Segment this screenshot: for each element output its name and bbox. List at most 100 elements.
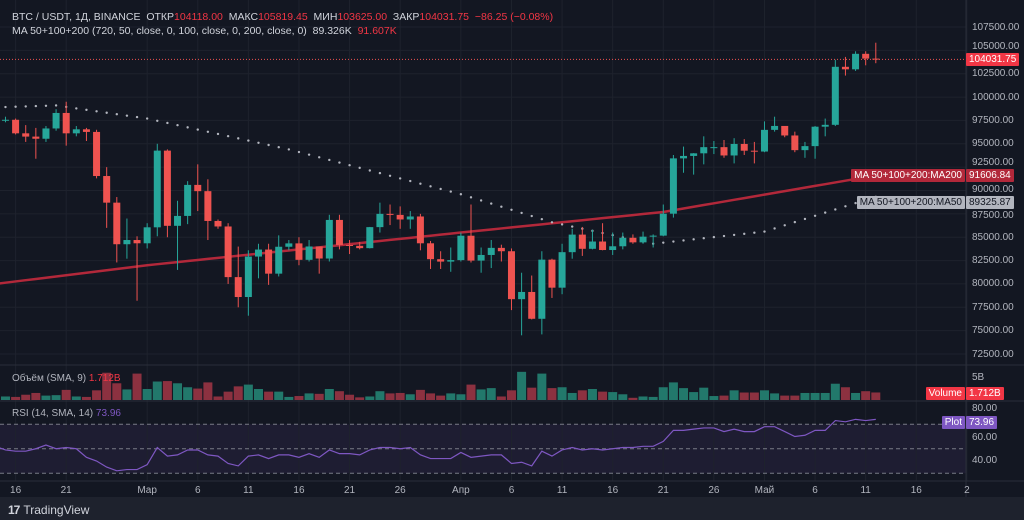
ma50-point — [267, 143, 270, 147]
candle-body — [32, 136, 40, 139]
candle-body — [305, 246, 313, 260]
rsi-legend[interactable]: RSI (14, SMA, 14) 73.96 — [12, 408, 121, 419]
ma50-point — [662, 241, 665, 244]
ma50-point — [237, 137, 240, 140]
volume-legend[interactable]: Объём (SMA, 9) 1.712B — [12, 373, 121, 384]
volume-bar — [436, 395, 446, 400]
ma50-point — [763, 230, 766, 233]
price-tick-label: 87500.00 — [972, 210, 1014, 221]
ma50-point — [692, 238, 695, 241]
ma50-point — [226, 134, 230, 138]
ma50-point — [834, 208, 837, 211]
volume-bar — [213, 396, 223, 400]
candle-body — [416, 216, 424, 244]
volume-bar — [0, 396, 10, 400]
candle-body — [599, 241, 607, 251]
volume-bar — [679, 388, 689, 400]
candle-body — [366, 227, 374, 249]
candle-body — [12, 119, 20, 134]
candle-body — [447, 260, 455, 262]
volume-bar — [840, 387, 850, 400]
ma50-point — [348, 164, 351, 167]
candle-body — [821, 124, 829, 127]
price-tick-label: 97500.00 — [972, 114, 1014, 126]
volume-bar — [324, 389, 334, 400]
candle-body — [750, 150, 758, 152]
symbol-name[interactable]: BTC / USDT, 1Д, BINANCE — [12, 11, 141, 23]
ma50-point — [125, 114, 129, 117]
ma50-point — [712, 235, 716, 239]
volume-bar — [628, 397, 638, 400]
ma50-point — [540, 217, 544, 221]
ma50-point — [732, 233, 736, 237]
candle-body — [760, 129, 768, 152]
price-tick-label: 92500.00 — [972, 157, 1014, 168]
ma50-point — [176, 123, 179, 127]
ma50-point — [722, 234, 726, 238]
candle-body — [224, 226, 232, 278]
close-label: ЗАКР — [392, 11, 420, 23]
candle-body — [649, 235, 657, 237]
ma50-point — [550, 221, 554, 224]
volume-legend-value: 1.712B — [88, 373, 121, 384]
candle-body — [386, 213, 394, 215]
ma50-point — [328, 158, 331, 162]
candle-body — [325, 219, 333, 259]
volume-bar — [375, 391, 385, 400]
volume-bar — [547, 388, 557, 400]
time-tick-label: 11 — [860, 485, 871, 496]
volume-bar — [830, 383, 840, 400]
volume-bar — [183, 387, 193, 400]
ma50-point — [490, 202, 493, 205]
ma50-badge-label: MA 50+100+200:MA50 — [856, 196, 965, 209]
ma50-point — [793, 220, 797, 224]
volume-legend-label: Объём (SMA, 9) — [12, 373, 87, 384]
ma50-point — [844, 205, 847, 208]
chart-svg[interactable] — [0, 0, 1024, 497]
chart-canvas[interactable]: BTC / USDT, 1Д, BINANCE ОТКР104118.00 МА… — [0, 0, 1024, 497]
volume-bar — [618, 394, 628, 400]
volume-bar — [233, 386, 243, 400]
candle-body — [194, 184, 202, 192]
open-label: ОТКР — [146, 11, 175, 23]
ma50-point — [571, 225, 574, 228]
volume-bar — [658, 387, 668, 400]
candle-body — [406, 216, 414, 220]
volume-bar — [334, 391, 344, 400]
rsi-badge-value: 73.96 — [966, 416, 998, 429]
ma50-point — [307, 153, 311, 156]
volume-bar — [446, 393, 456, 400]
price-tick-label: 75000.00 — [972, 325, 1014, 337]
ma50-point — [429, 185, 432, 188]
ma50-point — [398, 177, 402, 180]
volume-bar — [699, 387, 709, 400]
volume-bar — [709, 396, 719, 400]
ma50-point — [854, 201, 857, 205]
candle-body — [669, 158, 677, 214]
candle-body — [680, 155, 688, 159]
ma-legend[interactable]: MA 50+100+200 (720, 50, close, 0, 100, c… — [12, 25, 397, 37]
volume-bar — [537, 373, 547, 400]
rsi-axis-label-80: 80.00 — [972, 403, 998, 414]
ma50-point — [75, 107, 78, 110]
volume-bar — [314, 393, 324, 400]
volume-bar — [31, 392, 41, 400]
ma50-point — [287, 148, 291, 151]
candle-body — [720, 147, 728, 156]
volume-bar — [193, 388, 203, 400]
candle-body — [609, 246, 617, 251]
ma50-point — [297, 150, 301, 154]
candle-body — [518, 291, 526, 300]
candle-body — [852, 53, 860, 70]
tradingview-branding[interactable]: 17 TradingView — [8, 503, 89, 517]
candle-body — [801, 146, 809, 151]
volume-bar — [21, 394, 31, 400]
ma50-point — [409, 179, 412, 183]
candle-body — [123, 240, 131, 245]
time-tick-label: 6 — [508, 485, 515, 496]
ma50-point — [85, 108, 88, 112]
volume-bar — [122, 389, 132, 400]
volume-bar — [395, 392, 405, 400]
candle-body — [710, 147, 718, 149]
candle-body — [740, 143, 748, 151]
